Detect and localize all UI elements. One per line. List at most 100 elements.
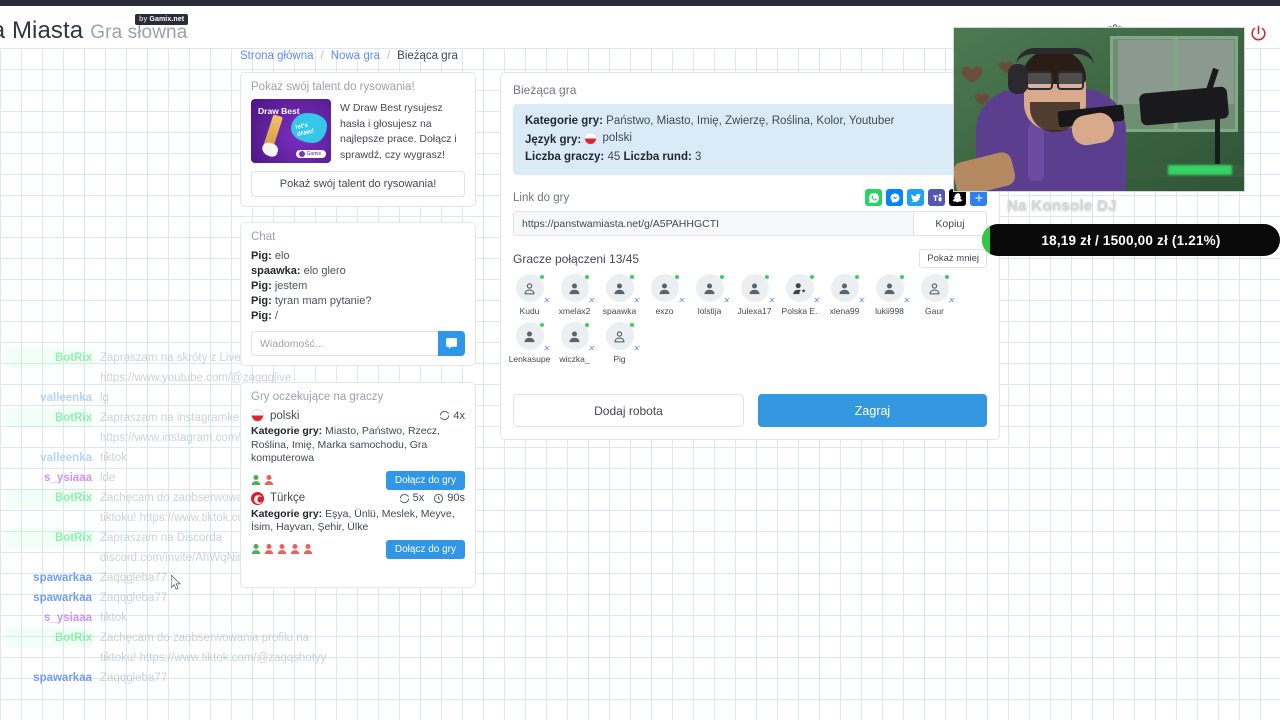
rounds-indicator: 4x [439,410,465,422]
waiting-game-categories: Kategorie gry: Miasto, Państwo, Rzecz, R… [251,425,465,466]
online-status-dot [538,322,545,328]
player-item[interactable]: ✕ Julexa17 [732,274,777,316]
more-share-icon[interactable] [970,189,987,206]
chat-input-row: Wiadomość... [251,331,465,356]
player-item[interactable]: ✕ lolstija [687,274,732,316]
chat-message-list: Pig: elo spaawka: elo glero Pig: jestem Pig… [241,247,475,324]
glasses-icon [1026,68,1084,90]
send-message-icon[interactable] [438,331,465,356]
kick-player-icon[interactable]: ✕ [587,296,595,305]
draw-card-body: Draw Best let's draw! Gamix W Draw Best … [241,97,475,171]
game-link-input[interactable]: https://panstwamiasta.net/g/A5PAHHGCTI [513,211,913,236]
kick-player-icon[interactable]: ✕ [542,296,550,305]
avatar: ✕ [515,274,550,305]
online-status-dot [583,274,590,280]
copy-link-button[interactable]: Kopiuj [913,211,987,236]
waiting-game-footer: Dołącz do gry [251,470,465,490]
twitter-share-icon[interactable] [907,189,924,206]
kick-player-icon[interactable]: ✕ [857,296,865,305]
waiting-game-language: Türkçe [251,491,306,505]
kick-player-icon[interactable]: ✕ [632,296,640,305]
kick-player-icon[interactable]: ✕ [812,296,820,305]
online-status-dot [808,274,815,280]
current-game-info: Kategorie gry: Państwo, Miasto, Imię, Zw… [513,104,987,175]
player-name: Kudu [519,306,540,316]
player-item[interactable]: ✕ lukii998 [867,274,912,316]
categories-value: Eşya, Ünlü, Meslek, Meyve, İsim, Hayvan,… [251,507,455,534]
power-icon[interactable] [1249,24,1268,43]
draw-thumb-label: Draw Best [258,106,300,116]
polish-flag-icon [584,132,598,145]
avatar: ✕ [830,274,865,305]
chat-message-text: elo [271,250,290,262]
chat-message-user: spaawka: [251,265,301,277]
chat-message: Pig: elo [251,249,465,264]
pencil-tip-icon [260,140,280,159]
info-rounds-label: Liczba rund: [623,151,692,163]
donation-progress-fill [982,224,990,256]
kick-player-icon[interactable]: ✕ [767,296,775,305]
connected-players-grid: ✕ Kudu ✕ xmelax2 ✕ spaawka ✕ exzo ✕ lolstija ✕ Jule… [501,274,999,370]
add-bot-button[interactable]: Dodaj robota [513,394,744,427]
teams-share-icon[interactable] [928,189,945,206]
donation-goal-bar: 18,19 zł / 1500,00 zł (1.21%) [982,224,1280,256]
player-item[interactable]: ✕ Gaur [912,274,957,316]
player-slot-icon [277,544,287,554]
site-chat-card: Chat Pig: elo spaawka: elo glero Pig: jest… [240,222,476,366]
online-status-dot [673,274,680,280]
player-item[interactable]: ✕ spaawka [597,274,642,316]
player-name: Lenkasupe [508,354,551,364]
headphones-band-icon [1016,48,1094,66]
avatar: ✕ [785,274,820,305]
draw-card-title: Pokaż swój talent do rysowania! [251,81,415,93]
info-categories-line: Kategorie gry: Państwo, Miasto, Imię, Zw… [525,113,975,130]
kick-player-icon[interactable]: ✕ [542,344,550,353]
language-name: Türkçe [270,492,306,504]
rounds-value: 5x [412,492,425,504]
brand-subtitle: Gra słowna [90,22,188,43]
player-item[interactable]: ✕ Kudu [507,274,552,316]
chat-card-title: Chat [251,231,276,243]
draw-thumb-badge: Gamix [295,150,326,158]
player-item[interactable]: ✕ Pig [597,322,642,364]
player-slot-icon [303,544,313,554]
kick-player-icon[interactable]: ✕ [677,296,685,305]
players-header-row: Gracze połączeni 13/45 Pokaż mniej [501,236,999,274]
kick-player-icon[interactable]: ✕ [587,344,595,353]
online-status-dot [628,322,635,328]
draw-best-button[interactable]: Pokaż swój talent do rysowania! [251,171,465,197]
whatsapp-share-icon[interactable] [865,189,882,206]
play-button[interactable]: Zagraj [758,394,987,427]
players-connected-label: Gracze połączeni 13/45 [513,251,640,266]
avatar: ✕ [695,274,730,305]
kick-player-icon[interactable]: ✕ [632,344,640,353]
player-item[interactable]: ✕ xmelax2 [552,274,597,316]
chat-message-input[interactable]: Wiadomość... [251,331,438,356]
breadcrumb-current: Bieżąca gra [397,50,458,62]
player-item[interactable]: ✕ Lenkasupe [507,322,552,364]
waiting-games-list: polski 4x Kategorie gry: Miasto, Państwo, … [241,407,475,559]
player-item[interactable]: ✕ Polska E. [777,274,822,316]
main-action-buttons: Dodaj robota Zagraj [513,394,987,427]
chat-message-text: / [271,310,278,322]
messenger-share-icon[interactable] [886,189,903,206]
kick-player-icon[interactable]: ✕ [722,296,730,305]
player-item[interactable]: ✕ xlena99 [822,274,867,316]
breadcrumb-new-game[interactable]: Nowa gra [330,50,380,62]
kick-player-icon[interactable]: ✕ [947,296,955,305]
join-game-button[interactable]: Dołącz do gry [385,470,465,490]
waiting-game-footer: Dołącz do gry [251,539,465,559]
player-item[interactable]: ✕ exzo [642,274,687,316]
kick-player-icon[interactable]: ✕ [902,296,910,305]
show-less-button[interactable]: Pokaż mniej [919,249,987,268]
donation-goal-text: 18,19 zł / 1500,00 zł (1.21%) [1041,232,1221,248]
info-language-line: Język gry: polski [525,130,975,149]
waiting-card-title: Gry oczekujące na graczy [251,391,384,403]
player-item[interactable]: ✕ wiczka_ [552,322,597,364]
snapchat-share-icon[interactable] [949,189,966,206]
breadcrumb-home[interactable]: Strona główna [240,50,314,62]
join-game-button[interactable]: Dołącz do gry [385,539,465,559]
gamix-badge[interactable]: by Gamix.net [135,14,189,25]
player-name: xmelax2 [558,306,591,316]
info-counts-line: Liczba graczy: 45 Liczba rund: 3 [525,149,975,166]
